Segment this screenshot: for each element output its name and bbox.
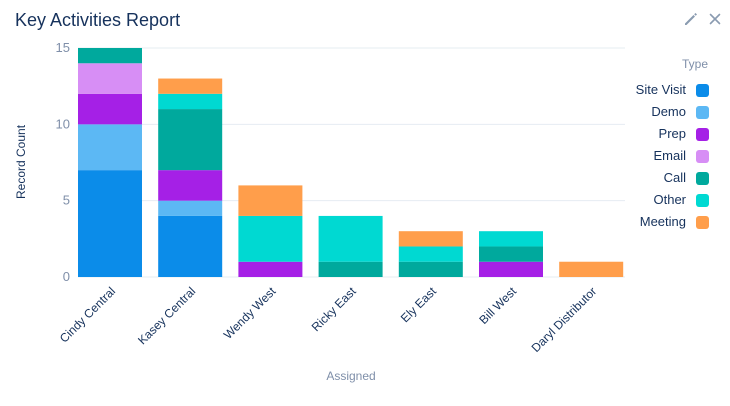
bar-segment[interactable] (318, 261, 383, 277)
legend-swatch[interactable] (696, 194, 709, 207)
legend-label: Prep (659, 126, 686, 141)
y-axis-label: Record Count (14, 124, 28, 199)
bar-segment[interactable] (78, 124, 142, 171)
legend-label: Meeting (640, 214, 686, 229)
legend-swatch[interactable] (696, 172, 709, 185)
bar-segment[interactable] (158, 93, 223, 110)
bar-segment[interactable] (238, 261, 303, 277)
bar-segment[interactable] (479, 261, 543, 277)
legend-title: Type (682, 57, 708, 71)
bar-segment[interactable] (78, 170, 142, 277)
report-title: Key Activities Report (15, 10, 181, 30)
legend-swatch[interactable] (696, 150, 709, 163)
bars (78, 48, 624, 277)
x-axis-ticks: Cindy Central Kasey Central Wendy West Rick… (57, 284, 600, 355)
bar-segment[interactable] (398, 231, 463, 247)
legend-label: Demo (651, 104, 686, 119)
bar-segment[interactable] (398, 261, 463, 277)
bar-segment[interactable] (238, 215, 303, 262)
bar-segment[interactable] (158, 215, 223, 277)
legend-swatch[interactable] (696, 216, 709, 229)
bar-segment[interactable] (238, 185, 303, 216)
y-axis-ticks: 0 5 10 15 (56, 40, 70, 284)
bar-segment[interactable] (158, 170, 223, 201)
legend-label: Other (653, 192, 686, 207)
x-tick-label: Daryl Distributor (529, 284, 600, 355)
x-tick-label: Cindy Central (57, 284, 118, 345)
bar-segment[interactable] (479, 231, 543, 247)
legend: Type Site Visit Demo Prep Email Call Other Mee… (636, 57, 709, 229)
x-tick-label: Wendy West (221, 284, 279, 342)
pencil-icon[interactable] (682, 10, 700, 28)
y-tick-label: 10 (56, 116, 70, 131)
legend-swatch[interactable] (696, 106, 709, 119)
bar-segment[interactable] (559, 261, 624, 277)
bar-segment[interactable] (158, 200, 223, 216)
legend-label: Call (664, 170, 687, 185)
legend-label: Email (653, 148, 686, 163)
x-tick-label: Kasey Central (135, 284, 198, 347)
x-axis-label: Assigned (326, 369, 375, 383)
bar-segment[interactable] (318, 215, 383, 262)
close-icon[interactable] (706, 10, 724, 28)
bar-segment[interactable] (158, 109, 223, 171)
legend-swatch[interactable] (696, 84, 709, 97)
legend-label: Site Visit (636, 82, 687, 97)
y-tick-label: 5 (63, 193, 70, 208)
x-tick-label: Bill West (476, 284, 519, 327)
bar-segment[interactable] (398, 246, 463, 262)
y-tick-label: 15 (56, 40, 70, 55)
bar-segment[interactable] (479, 246, 543, 262)
x-tick-label: Ely East (398, 284, 439, 325)
legend-swatch[interactable] (696, 128, 709, 141)
bar-segment[interactable] (158, 78, 223, 94)
bar-segment[interactable] (78, 93, 142, 125)
bar-segment[interactable] (78, 63, 142, 94)
x-tick-label: Ricky East (309, 284, 359, 334)
y-tick-label: 0 (63, 269, 70, 284)
bar-segment[interactable] (78, 48, 142, 64)
